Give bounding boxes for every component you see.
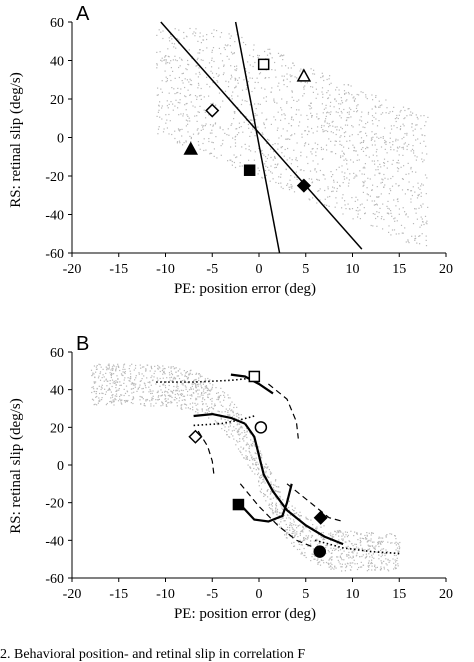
filled-circle-marker [313,545,327,558]
y-tick-label: -40 [45,209,64,224]
x-tick-label: -15 [109,262,128,277]
trajectory-solid [239,483,293,523]
y-tick-label: -60 [45,247,64,262]
filled-triangle-marker [183,141,199,155]
panel-label: B [76,333,89,355]
figure-caption: 2. Behavioral position- and retinal slip… [0,647,305,662]
y-tick-label: 0 [57,132,64,147]
x-tick-label: -5 [206,587,218,602]
x-axis-label: PE: position error (deg) [174,281,316,297]
x-tick-label: 5 [302,262,309,277]
trajectory-dotted [156,377,250,383]
x-tick-label: 0 [256,587,263,602]
x-tick-label: 10 [346,262,360,277]
data-cloud [90,363,401,572]
x-tick-label: 10 [346,587,360,602]
x-tick-label: -20 [63,587,82,602]
filled-diamond-marker [296,178,311,193]
y-axis-label: RS: retinal slip (deg/s) [8,398,24,533]
data-cloud [156,27,429,247]
y-tick-label: -20 [45,497,64,512]
open-diamond-marker [188,429,203,444]
trajectory-solid [244,422,344,546]
open-square-marker [257,58,270,71]
y-tick-label: -20 [45,170,64,185]
x-tick-label: -10 [156,262,175,277]
trajectory-dashed [197,430,215,477]
x-tick-label: 20 [439,262,453,277]
x-axis-label: PE: position error (deg) [174,606,316,622]
open-circle-marker [254,421,268,434]
y-tick-label: 20 [50,421,64,436]
open-square-marker [248,370,261,383]
fit-line [234,21,281,254]
y-tick-label: 60 [50,346,64,361]
y-tick-label: 60 [50,16,64,31]
x-tick-label: -10 [156,587,175,602]
x-tick-label: -5 [206,262,218,277]
y-tick-label: 40 [50,55,64,70]
x-tick-label: 15 [392,262,406,277]
trajectory-dotted [314,539,400,555]
y-tick-label: -60 [45,572,64,587]
panel-label: A [76,3,90,25]
filled-diamond-marker [313,510,328,525]
open-triangle-marker [296,68,312,82]
trajectory-dashed [268,383,299,439]
open-diamond-marker [205,103,220,118]
filled-square-marker [243,164,256,176]
y-tick-label: 20 [50,93,64,108]
fit-line [160,21,363,250]
y-tick-label: 0 [57,459,64,474]
trajectory-dashed [239,483,316,549]
x-tick-label: 5 [302,587,309,602]
y-axis-label: RS: retinal slip (deg/s) [8,72,24,207]
trajectory-dashed [286,483,344,523]
x-tick-label: -15 [109,587,128,602]
y-tick-label: 40 [50,384,64,399]
x-tick-label: 15 [392,587,406,602]
x-tick-label: -20 [63,262,82,277]
x-tick-label: 0 [256,262,263,277]
y-tick-label: -40 [45,534,64,549]
filled-square-marker [232,498,245,511]
x-tick-label: 20 [439,587,453,602]
